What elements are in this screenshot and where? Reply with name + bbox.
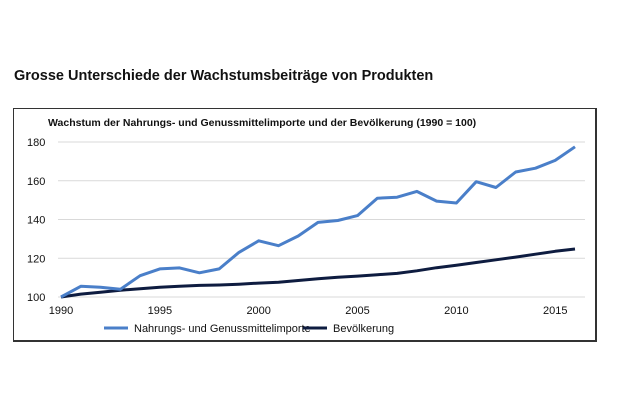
legend-label-imports: Nahrungs- und Genussmittelimporte [134,323,311,335]
legend-label-population: Bevölkerung [333,323,394,335]
y-tick-label: 100 [27,292,45,304]
chart-title: Wachstum der Nahrungs- und Genussmitteli… [48,117,477,129]
x-tick-label: 2010 [444,305,468,317]
series-lines [60,145,576,299]
x-axis-ticks: 1990 1995 2000 2005 2010 2015 [49,305,568,317]
y-tick-label: 160 [27,176,45,188]
y-tick-label: 140 [27,215,45,227]
series-line-imports [60,145,576,299]
gridlines [58,141,585,298]
legend: Nahrungs- und Genussmittelimporte Bevölk… [104,323,394,335]
y-tick-label: 120 [27,253,45,265]
series-line-population [60,247,576,299]
y-axis-ticks: 100 120 140 160 180 [27,137,45,304]
x-tick-label: 2015 [543,305,567,317]
page-heading: Grosse Unterschiede der Wachstumsbeiträg… [14,68,434,84]
y-tick-label: 180 [27,137,45,149]
chart-frame [13,108,597,342]
x-tick-label: 2005 [345,305,369,317]
x-tick-label: 2000 [246,305,270,317]
x-tick-label: 1995 [148,305,172,317]
x-tick-label: 1990 [49,305,73,317]
